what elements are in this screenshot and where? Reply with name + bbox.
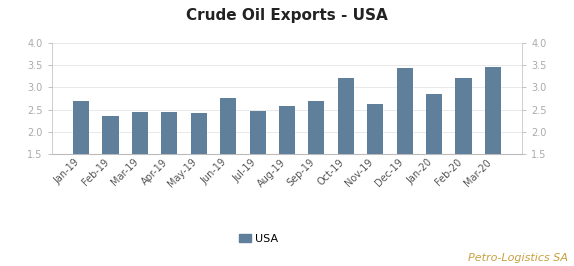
Bar [455, 78, 471, 221]
Bar [338, 78, 354, 221]
Bar [161, 112, 177, 221]
Bar [367, 104, 383, 221]
Bar [191, 113, 207, 221]
Bar [132, 112, 148, 221]
Bar [250, 111, 266, 221]
Bar [426, 94, 442, 221]
Bar [103, 116, 119, 221]
Bar [220, 98, 236, 221]
Legend: USA: USA [235, 229, 282, 248]
Bar [397, 68, 413, 221]
Text: Petro-Logistics SA: Petro-Logistics SA [468, 253, 568, 263]
Bar [485, 67, 501, 221]
Bar [73, 101, 89, 221]
Text: Crude Oil Exports - USA: Crude Oil Exports - USA [186, 8, 388, 23]
Bar [279, 106, 295, 221]
Bar [308, 101, 324, 221]
